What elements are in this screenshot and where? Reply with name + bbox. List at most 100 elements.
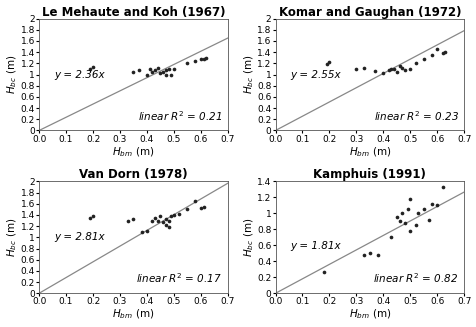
Point xyxy=(392,215,400,220)
Y-axis label: $H_{bc}$ (m): $H_{bc}$ (m) xyxy=(241,218,255,257)
Point xyxy=(433,47,440,52)
Point xyxy=(164,66,172,72)
Point xyxy=(167,214,175,219)
Point xyxy=(146,66,153,72)
Point xyxy=(162,217,169,222)
Point xyxy=(148,218,156,223)
Point xyxy=(89,64,97,69)
Point xyxy=(397,65,405,70)
Text: y = 2.81x: y = 2.81x xyxy=(54,232,105,242)
Point xyxy=(322,62,330,67)
X-axis label: $H_{bm}$ (m): $H_{bm}$ (m) xyxy=(348,145,390,159)
Point xyxy=(438,184,446,190)
Point xyxy=(170,212,178,217)
Point xyxy=(400,67,408,73)
Point xyxy=(406,228,413,233)
Point xyxy=(129,217,137,222)
Point xyxy=(183,61,191,66)
Point xyxy=(86,215,94,220)
Point xyxy=(167,72,175,77)
Point xyxy=(395,219,403,224)
Point xyxy=(373,252,381,258)
X-axis label: $H_{bm}$ (m): $H_{bm}$ (m) xyxy=(348,308,390,321)
Title: Van Dorn (1978): Van Dorn (1978) xyxy=(79,168,188,181)
Point xyxy=(438,51,446,56)
Point xyxy=(129,69,137,74)
Title: Kamphuis (1991): Kamphuis (1991) xyxy=(313,168,426,181)
Point xyxy=(406,66,413,72)
Point xyxy=(419,56,426,61)
Point xyxy=(325,60,333,65)
Point xyxy=(148,69,156,74)
Point xyxy=(360,65,367,70)
Point xyxy=(143,72,150,77)
Point xyxy=(419,207,426,212)
Point xyxy=(154,218,161,223)
Point xyxy=(411,61,419,66)
Point xyxy=(387,66,395,72)
Point xyxy=(159,69,167,74)
Text: linear $R^2$ = 0.21: linear $R^2$ = 0.21 xyxy=(138,109,222,123)
Point xyxy=(151,67,159,73)
Point xyxy=(191,58,199,63)
Point xyxy=(387,235,395,240)
Point xyxy=(427,52,435,58)
Point xyxy=(352,66,359,72)
Point xyxy=(162,222,169,228)
Point xyxy=(156,71,164,76)
Text: linear $R^2$ = 0.82: linear $R^2$ = 0.82 xyxy=(373,272,457,285)
Point xyxy=(156,214,164,219)
Point xyxy=(411,223,419,228)
Point xyxy=(202,55,209,60)
Point xyxy=(197,57,204,62)
Point xyxy=(138,229,145,234)
Y-axis label: $H_{bc}$ (m): $H_{bc}$ (m) xyxy=(241,55,255,94)
Text: linear $R^2$ = 0.17: linear $R^2$ = 0.17 xyxy=(136,272,222,285)
Y-axis label: $H_{bc}$ (m): $H_{bc}$ (m) xyxy=(6,218,19,257)
Point xyxy=(135,67,142,73)
Point xyxy=(197,206,204,211)
Point xyxy=(191,198,199,204)
Point xyxy=(175,211,183,216)
Title: Komar and Gaughan (1972): Komar and Gaughan (1972) xyxy=(278,6,460,19)
Point xyxy=(379,71,387,76)
Point xyxy=(425,217,432,222)
Point xyxy=(395,63,403,69)
Point xyxy=(406,196,413,201)
Point xyxy=(365,251,373,256)
Y-axis label: $H_{bc}$ (m): $H_{bc}$ (m) xyxy=(6,55,19,94)
Point xyxy=(400,220,408,226)
Point xyxy=(164,218,172,223)
Point xyxy=(392,69,400,74)
Text: linear $R^2$ = 0.23: linear $R^2$ = 0.23 xyxy=(373,109,457,123)
Point xyxy=(183,207,191,212)
Point xyxy=(433,203,440,208)
Text: y = 1.81x: y = 1.81x xyxy=(290,241,340,251)
Point xyxy=(162,72,169,77)
Title: Le Mehaute and Koh (1967): Le Mehaute and Koh (1967) xyxy=(41,6,225,19)
Point xyxy=(89,214,97,219)
Point xyxy=(199,56,207,61)
Point xyxy=(164,225,172,230)
Point xyxy=(154,65,161,70)
Text: y = 2.36x: y = 2.36x xyxy=(54,70,105,79)
Point xyxy=(427,201,435,206)
Point xyxy=(389,66,397,72)
Text: y = 2.55x: y = 2.55x xyxy=(290,70,340,79)
Point xyxy=(151,215,159,220)
X-axis label: $H_{bm}$ (m): $H_{bm}$ (m) xyxy=(112,145,154,159)
X-axis label: $H_{bm}$ (m): $H_{bm}$ (m) xyxy=(112,308,154,321)
Point xyxy=(143,228,150,233)
Point xyxy=(360,252,367,258)
Point xyxy=(319,269,327,274)
Point xyxy=(159,219,167,224)
Point xyxy=(170,66,178,72)
Point xyxy=(86,66,94,72)
Point xyxy=(371,69,378,74)
Point xyxy=(384,67,392,73)
Point xyxy=(397,211,405,216)
Point xyxy=(414,211,421,216)
Point xyxy=(441,49,448,55)
Point xyxy=(403,207,411,212)
Point xyxy=(124,218,131,223)
